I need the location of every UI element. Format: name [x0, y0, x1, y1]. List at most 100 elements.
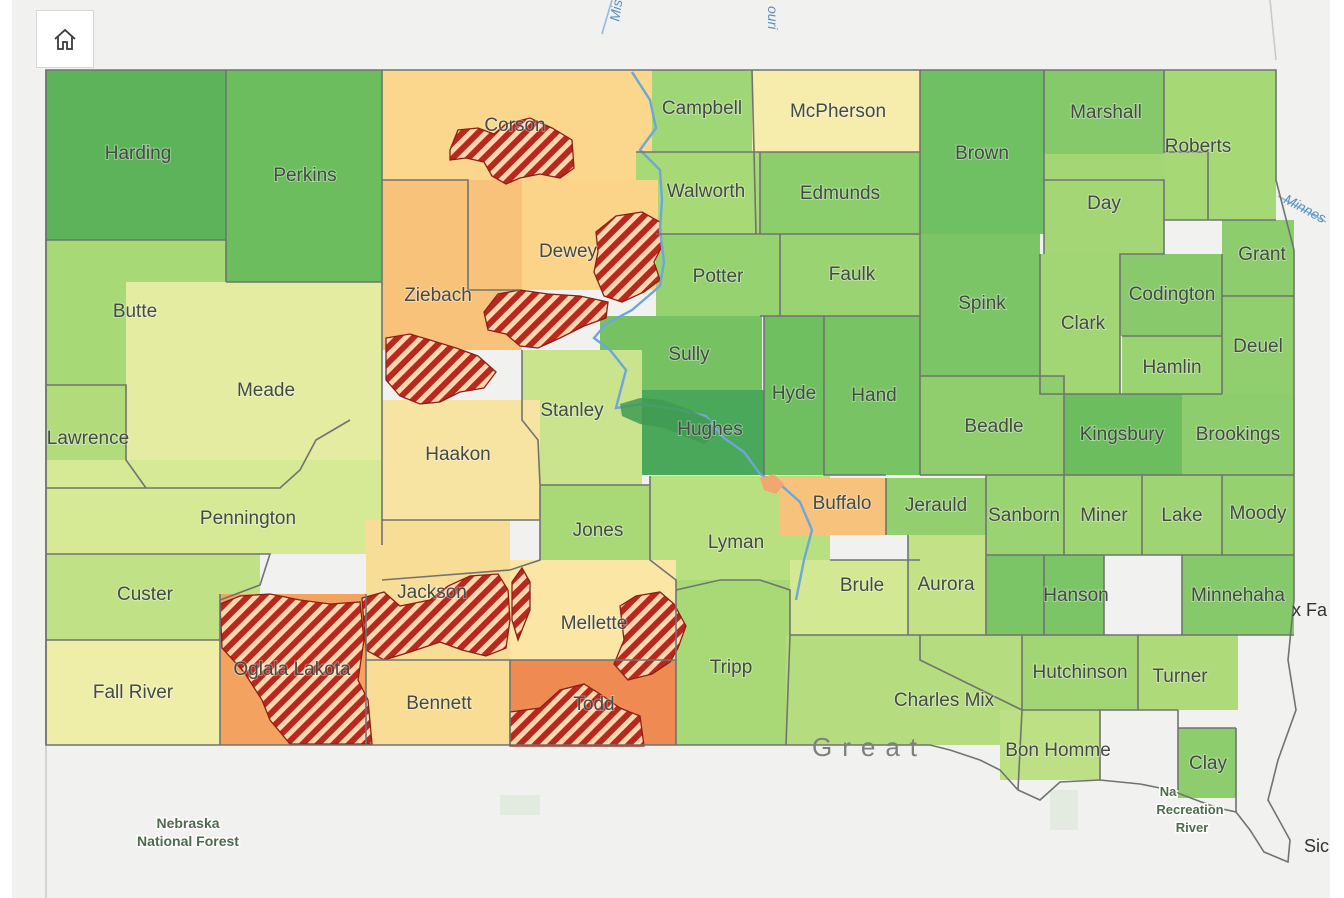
county-label: Dewey [539, 241, 598, 262]
county-label: Kingsbury [1080, 424, 1165, 445]
county-label: Beadle [964, 416, 1023, 437]
county-label: Edmunds [800, 183, 880, 204]
county-jones[interactable] [540, 485, 650, 560]
county-jerauld[interactable] [886, 478, 986, 535]
county-label: Deuel [1233, 336, 1283, 357]
county-fall-river[interactable] [46, 640, 220, 745]
reservation-area [219, 593, 373, 745]
county-lake[interactable] [1142, 475, 1222, 555]
county-hutchinson[interactable] [1022, 635, 1138, 710]
county-label-layer: Harding Perkins Corson Campbell McPherson Bro… [46, 97, 1288, 775]
county-pennington[interactable] [46, 460, 382, 554]
county-label: Stanley [540, 400, 604, 421]
county-label: Bon Homme [1005, 740, 1111, 761]
county-label: Potter [693, 266, 744, 287]
county-label: Pennington [200, 508, 296, 529]
county-label: Lawrence [47, 428, 129, 449]
county-tripp[interactable] [676, 580, 790, 745]
county-hand[interactable] [824, 316, 920, 475]
county-faulk[interactable] [780, 234, 920, 316]
county-label: Tripp [710, 657, 753, 678]
map-place-label: Nebraska [156, 815, 219, 831]
county-meade[interactable] [126, 282, 382, 488]
county-label: Marshall [1070, 102, 1142, 123]
county-miner[interactable] [1064, 475, 1142, 555]
county-campbell[interactable] [652, 70, 752, 152]
county-label: Hamlin [1142, 357, 1201, 378]
county-roberts[interactable] [1164, 70, 1276, 220]
missouri-river-upper [601, 0, 613, 35]
county-edmunds[interactable] [760, 152, 920, 234]
county-sanborn[interactable] [986, 475, 1064, 555]
county-aurora[interactable] [908, 535, 986, 635]
county-stanley[interactable] [522, 350, 642, 485]
county-hyde[interactable] [764, 316, 824, 475]
county-codington[interactable] [1120, 254, 1222, 336]
county-minnehaha[interactable] [1182, 555, 1294, 635]
county-bennett[interactable] [366, 660, 510, 745]
home-button[interactable] [36, 10, 94, 68]
county-label: Clay [1189, 753, 1228, 774]
minnesota-river [1277, 195, 1327, 223]
county-label: Oglala Lakota [233, 659, 351, 680]
county-brule[interactable] [790, 560, 908, 635]
reservation-layer [219, 117, 687, 747]
county-label: Hughes [677, 419, 743, 440]
county-kingsbury[interactable] [1064, 394, 1182, 475]
county-label: Moody [1229, 503, 1287, 524]
county-buffalo[interactable] [780, 478, 886, 535]
county-potter[interactable] [656, 234, 780, 316]
county-label: Ziebach [404, 285, 472, 306]
county-moody[interactable] [1222, 475, 1294, 555]
county-label: Walworth [667, 181, 745, 202]
map-place-label: River [1176, 820, 1209, 835]
county-label: Fall River [93, 682, 174, 703]
county-brookings[interactable] [1182, 394, 1294, 475]
county-perkins[interactable] [226, 70, 382, 282]
county-label: Day [1087, 193, 1121, 214]
county-label: Hand [851, 385, 896, 406]
county-label: Lake [1161, 505, 1202, 526]
map-region-label: Great [812, 732, 927, 762]
basemap-park-patch [1050, 790, 1078, 830]
county-label: Miner [1080, 505, 1128, 526]
county-spink[interactable] [920, 234, 1040, 376]
county-hamlin[interactable] [1122, 336, 1222, 394]
county-label: Butte [113, 301, 157, 322]
reservation-area [511, 566, 531, 642]
county-marshall[interactable] [1044, 70, 1164, 154]
county-deuel[interactable] [1222, 296, 1294, 394]
county-brown[interactable] [920, 70, 1044, 234]
county-label: Meade [237, 380, 295, 401]
county-label: Sully [668, 344, 710, 365]
map-left-gutter [0, 0, 12, 898]
county-clark[interactable] [1040, 254, 1120, 394]
county-label: Brookings [1196, 424, 1281, 445]
county-label: Aurora [917, 574, 974, 595]
county-label: Brown [955, 143, 1009, 164]
county-label: Turner [1152, 666, 1208, 687]
county-label: Brule [840, 575, 884, 596]
county-turner[interactable] [1138, 635, 1238, 710]
city-label: Sic [1304, 836, 1329, 856]
state-boundary-line [45, 0, 1277, 898]
map-place-label: Recreation [1156, 802, 1223, 817]
county-hanson[interactable] [986, 555, 1104, 635]
county-label: Roberts [1165, 136, 1232, 157]
reservation-area [483, 289, 609, 349]
county-day[interactable] [1044, 154, 1164, 254]
county-grant[interactable] [1222, 220, 1294, 296]
home-icon [54, 28, 76, 50]
county-bon-homme[interactable] [1000, 710, 1100, 780]
county-clay[interactable] [1178, 728, 1236, 798]
county-mcpherson[interactable] [752, 70, 920, 152]
county-harding[interactable] [46, 70, 226, 240]
county-label: Jerauld [905, 495, 967, 516]
county-label: Hyde [772, 383, 816, 404]
map-right-gutter [1330, 0, 1344, 898]
county-haakon[interactable] [382, 400, 540, 520]
county-label: Todd [573, 694, 614, 715]
map-place-label: National Forest [137, 833, 239, 849]
county-label: Grant [1238, 244, 1286, 265]
